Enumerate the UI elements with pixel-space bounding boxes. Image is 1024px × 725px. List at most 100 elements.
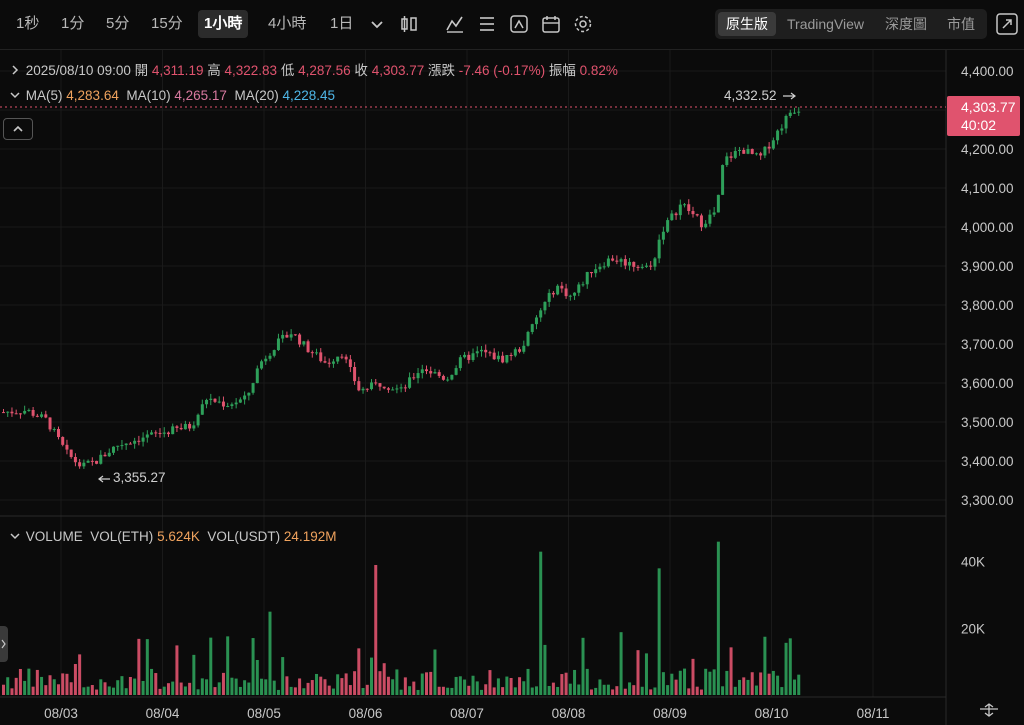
candle-body xyxy=(230,404,234,407)
volume-bar xyxy=(124,688,128,695)
candle-body xyxy=(463,354,467,358)
candle-body xyxy=(44,414,48,418)
volume-bar xyxy=(556,686,560,695)
candle-body xyxy=(708,214,712,224)
candle-body xyxy=(425,369,428,372)
candle-body xyxy=(188,423,192,429)
candle-body xyxy=(154,432,158,434)
ma20-value: 4,228.45 xyxy=(282,88,336,103)
gear-icon[interactable] xyxy=(572,13,594,35)
candle-body xyxy=(298,334,302,345)
volume-bar xyxy=(742,677,746,695)
volume-bar xyxy=(323,679,327,695)
volume-bar xyxy=(776,675,780,695)
candle-body xyxy=(526,331,530,346)
volume-bar xyxy=(158,688,162,695)
list-settings-icon[interactable] xyxy=(476,13,498,35)
candle-body xyxy=(649,265,653,267)
candle-body xyxy=(395,388,399,390)
volume-bar xyxy=(450,687,454,695)
volume-bar xyxy=(522,681,526,695)
volume-bar xyxy=(568,683,572,695)
candle-body xyxy=(226,406,230,408)
volume-bar xyxy=(463,679,467,695)
volume-bar xyxy=(551,682,555,695)
volume-bar xyxy=(539,551,543,695)
indicator-icon[interactable] xyxy=(444,13,466,35)
candle-body xyxy=(716,194,720,213)
interval-1d[interactable]: 1日 xyxy=(330,15,354,32)
candle-body xyxy=(733,150,737,158)
volume-bar xyxy=(154,673,158,695)
price-tick-label: 3,600.00 xyxy=(961,376,1014,391)
date-tick-label: 08/04 xyxy=(146,706,180,721)
volume-bar xyxy=(319,676,323,695)
volume-bar xyxy=(403,677,407,695)
axis-scale-icon[interactable] xyxy=(980,703,998,717)
volume-bar xyxy=(581,637,585,695)
volume-bar xyxy=(589,689,593,695)
interval-1s[interactable]: 1秒 xyxy=(16,15,40,32)
chevron-down-icon[interactable] xyxy=(8,529,22,543)
volume-bar xyxy=(454,676,458,695)
chevron-right-icon[interactable] xyxy=(8,63,22,77)
volume-bar xyxy=(746,679,750,695)
volume-bar xyxy=(547,685,551,695)
price-chart[interactable]: 4,400.004,300.004,200.004,100.004,000.00… xyxy=(0,50,1024,725)
price-tick-label: 4,400.00 xyxy=(961,64,1014,79)
candle-type-icon[interactable] xyxy=(398,13,420,35)
candle-body xyxy=(763,146,767,156)
candle-body xyxy=(534,317,538,325)
view-depth[interactable]: 深度圖 xyxy=(885,16,927,32)
volume-bar xyxy=(306,682,310,695)
candle-body xyxy=(221,401,225,407)
close-value: 4,303.77 xyxy=(371,63,425,78)
interval-5m[interactable]: 5分 xyxy=(106,15,130,32)
candle-body xyxy=(2,412,5,414)
volume-bar xyxy=(488,670,492,695)
volume-bar xyxy=(73,664,77,695)
side-panel-toggle[interactable] xyxy=(0,626,8,662)
candle-body xyxy=(209,398,213,400)
candle-body xyxy=(357,381,361,391)
candle-body xyxy=(712,212,716,215)
drawing-tool-icon[interactable] xyxy=(508,13,530,35)
change-value: -7.46 (-0.17%) xyxy=(458,63,546,78)
high-value: 4,322.83 xyxy=(224,63,278,78)
view-tradingview[interactable]: TradingView xyxy=(787,16,865,32)
candle-body xyxy=(251,383,255,393)
volume-bar xyxy=(179,682,183,695)
candle-body xyxy=(133,440,137,444)
candle-body xyxy=(166,432,170,435)
candle-body xyxy=(628,261,632,266)
vol-eth-value: 5.624K xyxy=(157,529,200,544)
interval-15m[interactable]: 15分 xyxy=(151,15,183,32)
volume-bar xyxy=(230,677,234,695)
interval-1m[interactable]: 1分 xyxy=(61,15,85,32)
candle-body xyxy=(484,349,488,353)
candle-body xyxy=(183,423,187,430)
candle-body xyxy=(285,334,289,338)
candle-body xyxy=(623,259,627,266)
chevron-down-icon[interactable] xyxy=(366,13,388,35)
calendar-icon[interactable] xyxy=(540,13,562,35)
volume-bar xyxy=(585,668,589,695)
volume-bar xyxy=(276,689,280,695)
fullscreen-icon[interactable] xyxy=(994,11,1020,37)
volume-bar xyxy=(150,668,154,695)
ma-info: MA(5) 4,283.64 MA(10) 4,265.17 MA(20) 4,… xyxy=(0,86,335,106)
candle-body xyxy=(234,402,238,405)
chevron-down-icon[interactable] xyxy=(8,88,22,102)
collapse-indicators-button[interactable] xyxy=(3,118,33,140)
view-native[interactable]: 原生版 xyxy=(718,12,776,36)
candle-body xyxy=(458,357,462,369)
volume-bar xyxy=(657,568,661,695)
view-market-cap[interactable]: 市值 xyxy=(947,16,975,32)
candle-body xyxy=(65,444,69,450)
candle-body xyxy=(196,414,200,426)
interval-4h[interactable]: 4小時 xyxy=(268,15,307,32)
candle-body xyxy=(780,128,784,131)
volume-bar xyxy=(759,672,763,695)
interval-1h[interactable]: 1小時 xyxy=(198,10,249,38)
candle-body xyxy=(107,452,111,457)
